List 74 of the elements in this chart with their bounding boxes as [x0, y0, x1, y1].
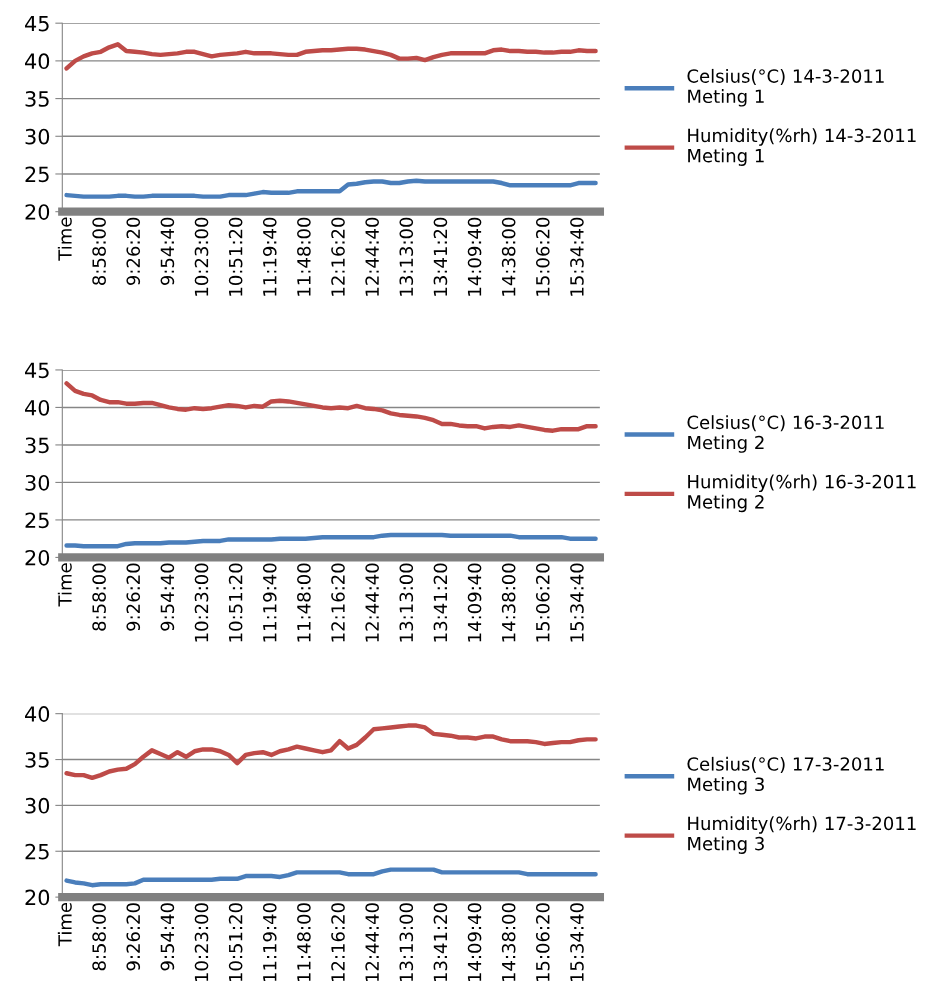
y-tick-label: 40 [25, 399, 50, 416]
x-tick-label: 12:44:40 [365, 563, 379, 642]
x-tick-label: 14:09:40 [467, 563, 482, 642]
x-tick-label: 10:23:00 [194, 903, 209, 982]
legend-label: Celsius(°C) 14-3-2011 Meting 1 [687, 68, 884, 107]
y-tick-label: 45 [25, 15, 49, 32]
x-tick-label: 14:38:00 [501, 217, 516, 296]
x-tick-label: 8:58:00 [92, 903, 106, 971]
y-tick-label: 30 [25, 797, 50, 814]
x-tick-label: 11:48:00 [297, 217, 311, 296]
y-tick-label: 25 [25, 166, 49, 183]
x-tick-label: 15:06:20 [535, 217, 550, 296]
y-tick-label: 40 [25, 706, 50, 722]
x-tick-label: Time [57, 217, 72, 261]
y-tick-label: 20 [25, 204, 50, 220]
x-tick-label: 10:51:20 [228, 563, 243, 642]
x-tick-label: 9:26:20 [126, 903, 141, 971]
x-tick-label: 15:34:40 [570, 217, 584, 296]
line-series [64, 178, 598, 199]
x-tick-label: 9:26:20 [126, 217, 141, 286]
x-tick-label: 14:38:00 [501, 903, 516, 982]
x-tick-label: 14:38:00 [501, 563, 516, 642]
x-tick-label: 13:13:00 [399, 903, 414, 982]
x-tick-label: 10:51:20 [228, 217, 243, 296]
x-tick-label: 15:06:20 [535, 563, 550, 642]
x-tick-label: 13:13:00 [399, 217, 414, 296]
x-tick-label: 10:23:00 [194, 217, 209, 296]
x-tick-label: 9:54:40 [160, 563, 175, 631]
x-tick-label: 13:41:20 [433, 563, 448, 642]
x-tick-label: 10:51:20 [228, 903, 243, 982]
x-tick-label: 15:06:20 [535, 903, 550, 982]
x-tick-label: 15:34:40 [570, 563, 584, 642]
x-tick-label: 12:16:20 [331, 563, 345, 642]
x-tick-label: 8:58:00 [92, 217, 106, 285]
x-tick-label: 9:54:40 [160, 903, 175, 971]
x-tick-label: 12:44:40 [365, 903, 379, 982]
x-tick-label: Time [57, 563, 72, 607]
x-tick-label: 15:34:40 [570, 903, 584, 982]
legend-label: Humidity(%rh) 16-3-2011 Meting 2 [688, 474, 916, 513]
line-series [64, 532, 598, 549]
legend-label: Celsius(°C) 16-3-2011 Meting 2 [687, 415, 884, 453]
x-tick-label: 9:26:20 [126, 563, 141, 631]
x-tick-label: 9:54:40 [160, 217, 175, 286]
x-tick-label: 8:58:00 [92, 563, 106, 631]
legend-label: Humidity(%rh) 17-3-2011 Meting 3 [688, 816, 916, 854]
y-tick-label: 35 [25, 437, 49, 454]
y-tick-label: 30 [25, 128, 50, 145]
y-tick-label: 30 [25, 474, 50, 491]
x-tick-label: 11:48:00 [297, 903, 311, 982]
x-tick-label: 14:09:40 [467, 903, 482, 982]
line-series [64, 867, 598, 888]
x-tick-label: 13:41:20 [433, 217, 448, 296]
y-tick-label: 20 [25, 889, 50, 906]
y-tick-label: 35 [25, 751, 49, 768]
x-tick-label: 11:19:40 [262, 903, 277, 982]
legend-label: Celsius(°C) 17-3-2011 Meting 3 [687, 756, 884, 795]
x-tick-label: 11:48:00 [297, 563, 311, 642]
y-tick-label: 45 [25, 362, 49, 379]
y-tick-label: 25 [25, 512, 49, 529]
legend-label: Humidity(%rh) 14-3-2011 Meting 1 [688, 128, 916, 166]
x-tick-label: Time [57, 902, 72, 947]
x-tick-label: 14:09:40 [467, 217, 482, 296]
x-tick-label: 12:16:20 [331, 217, 345, 296]
y-tick-label: 20 [25, 549, 50, 566]
x-tick-label: 11:19:40 [262, 563, 277, 642]
x-tick-label: 12:16:20 [331, 903, 345, 982]
x-tick-label: 12:44:40 [365, 217, 379, 296]
y-tick-label: 35 [25, 91, 49, 107]
x-tick-label: 10:23:00 [194, 563, 209, 642]
y-tick-label: 40 [25, 53, 50, 70]
x-tick-label: 13:41:20 [433, 903, 448, 982]
x-tick-label: 11:19:40 [262, 217, 277, 296]
x-tick-label: 13:13:00 [399, 563, 414, 642]
y-tick-label: 25 [25, 843, 49, 860]
